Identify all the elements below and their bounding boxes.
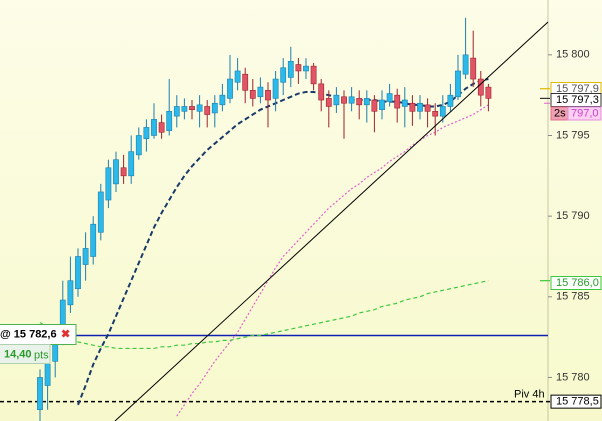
candle-body [318, 83, 325, 101]
candle-body [470, 57, 477, 80]
candle-body [356, 98, 363, 106]
candle-body [439, 106, 446, 117]
candle-body [432, 110, 439, 117]
candle-body [37, 377, 43, 411]
candle-body [97, 191, 104, 233]
ma-marker-box [567, 106, 602, 121]
candle-body [310, 65, 317, 85]
y-tick-label: 15 780 [556, 371, 590, 383]
candle-body [287, 60, 294, 78]
distance-value: 14,40 [4, 348, 32, 360]
candle-body [341, 96, 347, 104]
price-marker-label: 15 797,9 [556, 83, 599, 95]
ma-marker-label: 797,0 [571, 107, 599, 119]
candle-body [181, 106, 188, 112]
candle-body [113, 159, 119, 185]
price-marker-label: 15 797,3 [556, 94, 599, 106]
distance-unit: pts [34, 349, 49, 361]
candle-body [455, 70, 461, 98]
candle-body [348, 96, 355, 104]
candle-body [82, 248, 89, 265]
y-tick-label: 15 795 [556, 129, 590, 141]
candle-body [211, 102, 218, 114]
candle-body [333, 94, 340, 106]
candle-body [485, 86, 492, 99]
candle-body [386, 93, 393, 102]
candle-body [257, 86, 264, 98]
order-label: @ 15 782,6 [0, 328, 57, 340]
overlay: 15 800 15 795 15 790 15 785 15 780 Piv 4h 15 7… [0, 49, 602, 409]
candle-body [166, 110, 173, 131]
candle-body [462, 54, 469, 75]
candle-body [143, 127, 150, 140]
moving-average [176, 104, 489, 417]
y-tick-label: 15 785 [556, 291, 590, 303]
pivot-name: Piv 4h [514, 389, 545, 401]
candle-body [363, 98, 370, 106]
moving-average [39, 280, 489, 350]
candle-body [417, 102, 423, 112]
candle-body [234, 70, 241, 83]
trend-line [114, 21, 549, 421]
candle-body [295, 64, 302, 72]
candle-body [173, 106, 180, 117]
candle-body [158, 122, 165, 133]
price-marker-label: 15 786,0 [556, 277, 599, 289]
order-cancel[interactable]: ✖ [61, 328, 70, 340]
candle-body [424, 104, 431, 112]
candle-body [242, 73, 249, 91]
candle-body [265, 90, 271, 101]
candle-body [249, 90, 256, 99]
candle-body [371, 99, 378, 112]
candle-body [75, 256, 81, 290]
candle-body [477, 78, 484, 96]
candle-body [189, 106, 195, 110]
candle-body [401, 99, 408, 107]
candle-body [196, 104, 203, 112]
candle-body [151, 119, 157, 136]
y-tick-label: 15 790 [556, 210, 590, 222]
y-tick-label: 15 800 [556, 49, 590, 61]
timer-label: 2s [554, 107, 566, 119]
candle-body [394, 94, 401, 109]
price-marker-box [550, 276, 602, 290]
candle-body [409, 102, 416, 112]
candle-body [325, 98, 332, 107]
candle-body [67, 280, 74, 306]
pivot-label: 15 778,5 [556, 396, 599, 408]
candle-body [105, 167, 112, 201]
candle-body [272, 78, 279, 99]
candle-body [120, 167, 127, 177]
candle-body [379, 99, 385, 110]
candle-body [128, 151, 135, 177]
candle-body [90, 223, 97, 257]
plot-area [0, 17, 602, 421]
distance-box [0, 344, 51, 365]
candle-body [227, 78, 233, 99]
candle-body [280, 67, 287, 83]
candle-body [447, 94, 454, 107]
candle-body [219, 94, 226, 106]
candle-body [135, 135, 142, 156]
candle-body [204, 106, 211, 115]
pivot-box [550, 394, 602, 409]
candle-body [303, 65, 309, 72]
moving-average [77, 78, 489, 406]
